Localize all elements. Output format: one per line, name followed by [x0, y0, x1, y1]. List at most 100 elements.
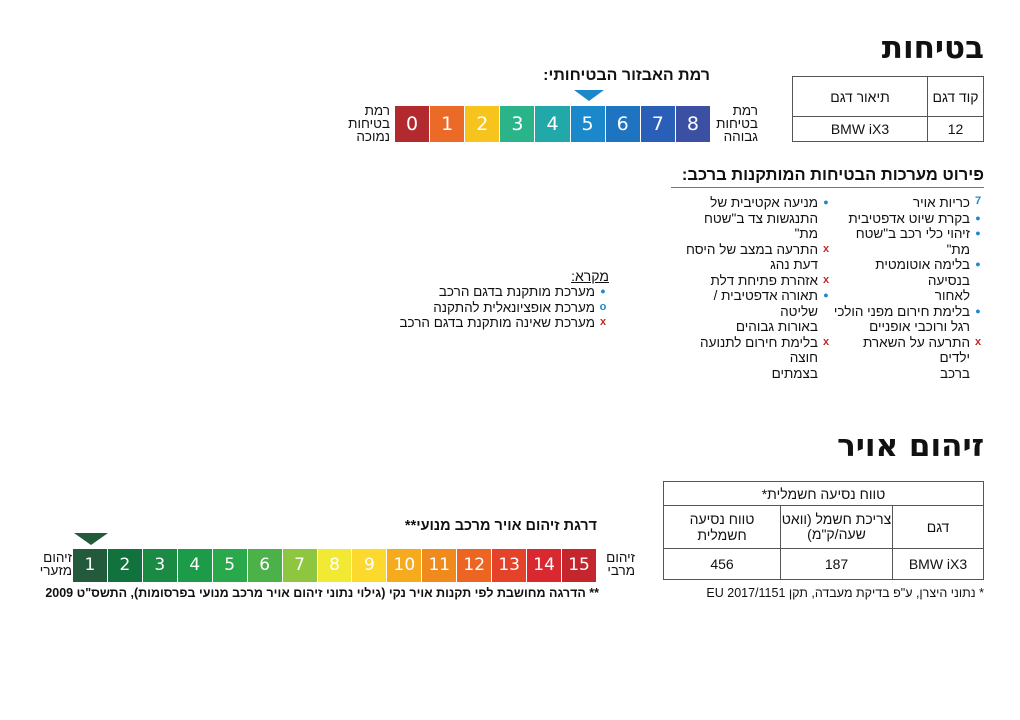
feature-item: 7 כריות אויר	[832, 195, 984, 211]
installed-dot-icon	[597, 284, 609, 300]
scale-label-line: נמוכה	[356, 129, 390, 144]
scale-cell: 8	[675, 106, 710, 142]
feature-text: מניעה אקטיבית של	[710, 195, 818, 210]
pollution-scale-note: ** הדרגה מחושבת לפי תקנות אויר נקי (גילו…	[45, 586, 599, 600]
scale-cell: 4	[177, 549, 212, 582]
scale-cell: 15	[562, 549, 596, 582]
safety-title: בטיחות	[881, 30, 984, 66]
model-table: קוד דגם תיאור דגם 12 BMW iX3	[792, 76, 984, 142]
legend-title: מקרא:	[571, 268, 609, 284]
legend-text: מערכת שאינה מותקנת בדגם הרכב	[399, 315, 595, 330]
installed-dot-icon	[972, 211, 984, 227]
feature-text: דעת נהג	[770, 257, 818, 272]
pollution-scale: 1 2 3 4 5 6 7 8 9 10 11 12 13 14 15	[73, 549, 597, 582]
pollution-title: זיהום אויר	[837, 428, 984, 464]
feature-item: בקרת שיוט אדפטיבית	[832, 211, 984, 227]
feature-text: זיהוי כלי רכב ב"שטח מת"	[855, 226, 970, 257]
legend-item: מערכת שאינה מותקנת בדגם הרכב	[399, 315, 609, 331]
airbag-count: 7	[974, 195, 982, 207]
scale-label-line: מרבי	[607, 563, 635, 578]
consumption-cell: 187	[780, 548, 893, 580]
scale-cell: 5	[212, 549, 247, 582]
pollution-min-label: זיהום מזערי	[34, 550, 72, 578]
range-table: טווח נסיעה חשמלית* דגם צריכת חשמל (וואט …	[663, 481, 984, 580]
scale-cell: 12	[457, 549, 492, 582]
feature-text: ברכב	[939, 365, 970, 381]
scale-cell: 6	[247, 549, 282, 582]
range-table-header: טווח נסיעה חשמלית*	[663, 481, 984, 506]
scale-label-line: מזערי	[39, 563, 72, 578]
range-table-note: * נתוני היצרן, ע"פ בדיקת מעבדה, תקן EU 2…	[706, 586, 984, 600]
safety-scale-title: רמת האבזור הבטיחותי:	[543, 67, 710, 84]
range-cell: 456	[663, 548, 781, 580]
scale-cell: 3	[500, 106, 535, 142]
model-cell: BMW iX3	[892, 548, 984, 580]
installed-dot-icon	[972, 304, 984, 320]
feature-text: בלימת חירום מפני הולכי	[833, 303, 970, 319]
scale-cell: 6	[605, 106, 640, 142]
pollution-max-label: זיהום מרבי	[599, 550, 635, 578]
feature-text: בצמתים	[771, 365, 818, 381]
safety-high-label: רמת בטיחות גבוהה	[713, 103, 758, 144]
feature-text: אזהרת פתיחת דלת	[710, 272, 818, 288]
feature-text: בקרת שיוט אדפטיבית	[848, 210, 970, 226]
not-installed-x-icon	[972, 335, 984, 351]
feature-text: לאחור	[934, 288, 970, 303]
model-header: דגם	[892, 505, 984, 549]
scale-label-line: זיהום	[606, 550, 635, 565]
feature-text: בלימת חירום לתנועה חוצה	[700, 334, 818, 366]
feature-item: אזהרת פתיחת דלת	[682, 273, 832, 289]
scale-cell: 8	[317, 549, 352, 582]
scale-label-line: רמת	[732, 103, 758, 118]
not-installed-x-icon	[820, 242, 832, 258]
feature-text: כריות אויר	[912, 195, 970, 210]
scale-cell: 7	[282, 549, 317, 582]
scale-cell: 2	[107, 549, 142, 582]
installed-dot-icon	[820, 195, 832, 211]
feature-text: התרעה במצב של היסח	[686, 241, 818, 257]
safety-low-label: רמת בטיחות נמוכה	[348, 103, 390, 144]
model-code-cell: 12	[927, 116, 984, 142]
installed-dot-icon	[972, 257, 984, 273]
scale-cell: 5	[570, 106, 605, 142]
legend-text: מערכת מותקנת בדגם הרכב	[438, 284, 595, 299]
scale-cell: 1	[73, 549, 107, 582]
legend-item: מערכת אופציונאלית להתקנה	[399, 300, 609, 316]
scale-cell: 3	[142, 549, 177, 582]
pollution-pointer-icon	[74, 533, 108, 545]
scale-label-line: זיהום	[43, 550, 72, 565]
features-column-right: 7 כריות אוירבקרת שיוט אדפטיביתזיהוי כלי ר…	[832, 195, 984, 381]
feature-text: תאורה אדפטיבית / שליטה	[713, 288, 818, 319]
scale-cell: 14	[527, 549, 562, 582]
feature-item: זיהוי כלי רכב ב"שטח מת"	[832, 226, 984, 257]
feature-text: באורות גבוהים	[735, 319, 818, 334]
safety-pointer-icon	[574, 90, 604, 101]
model-desc-header: תיאור דגם	[792, 76, 928, 117]
scale-label-line: רמת	[364, 103, 390, 118]
scale-cell: 10	[387, 549, 422, 582]
scale-cell: 0	[395, 106, 430, 142]
scale-cell: 13	[492, 549, 527, 582]
scale-label-line: בטיחות	[348, 116, 390, 131]
not-installed-x-icon	[820, 273, 832, 289]
legend-text: מערכת אופציונאלית להתקנה	[433, 299, 595, 315]
scale-cell: 4	[535, 106, 570, 142]
scale-label-line: בטיחות	[716, 116, 758, 131]
scale-cell: 9	[352, 549, 387, 582]
scale-cell: 7	[640, 106, 675, 142]
installed-dot-icon	[972, 226, 984, 242]
feature-text: התנגשות צד ב"שטח מת"	[703, 210, 818, 242]
consumption-header: צריכת חשמל (וואט שעה/ק"מ)	[780, 505, 893, 549]
features-title: פירוט מערכות הבטיחות המותקנות ברכב:	[681, 166, 984, 184]
range-header: טווח נסיעה חשמלית	[663, 505, 781, 549]
scale-cell: 1	[430, 106, 465, 142]
optional-circle-icon	[597, 300, 609, 316]
legend: מערכת מותקנת בדגם הרכבמערכת אופציונאלית …	[399, 284, 609, 331]
